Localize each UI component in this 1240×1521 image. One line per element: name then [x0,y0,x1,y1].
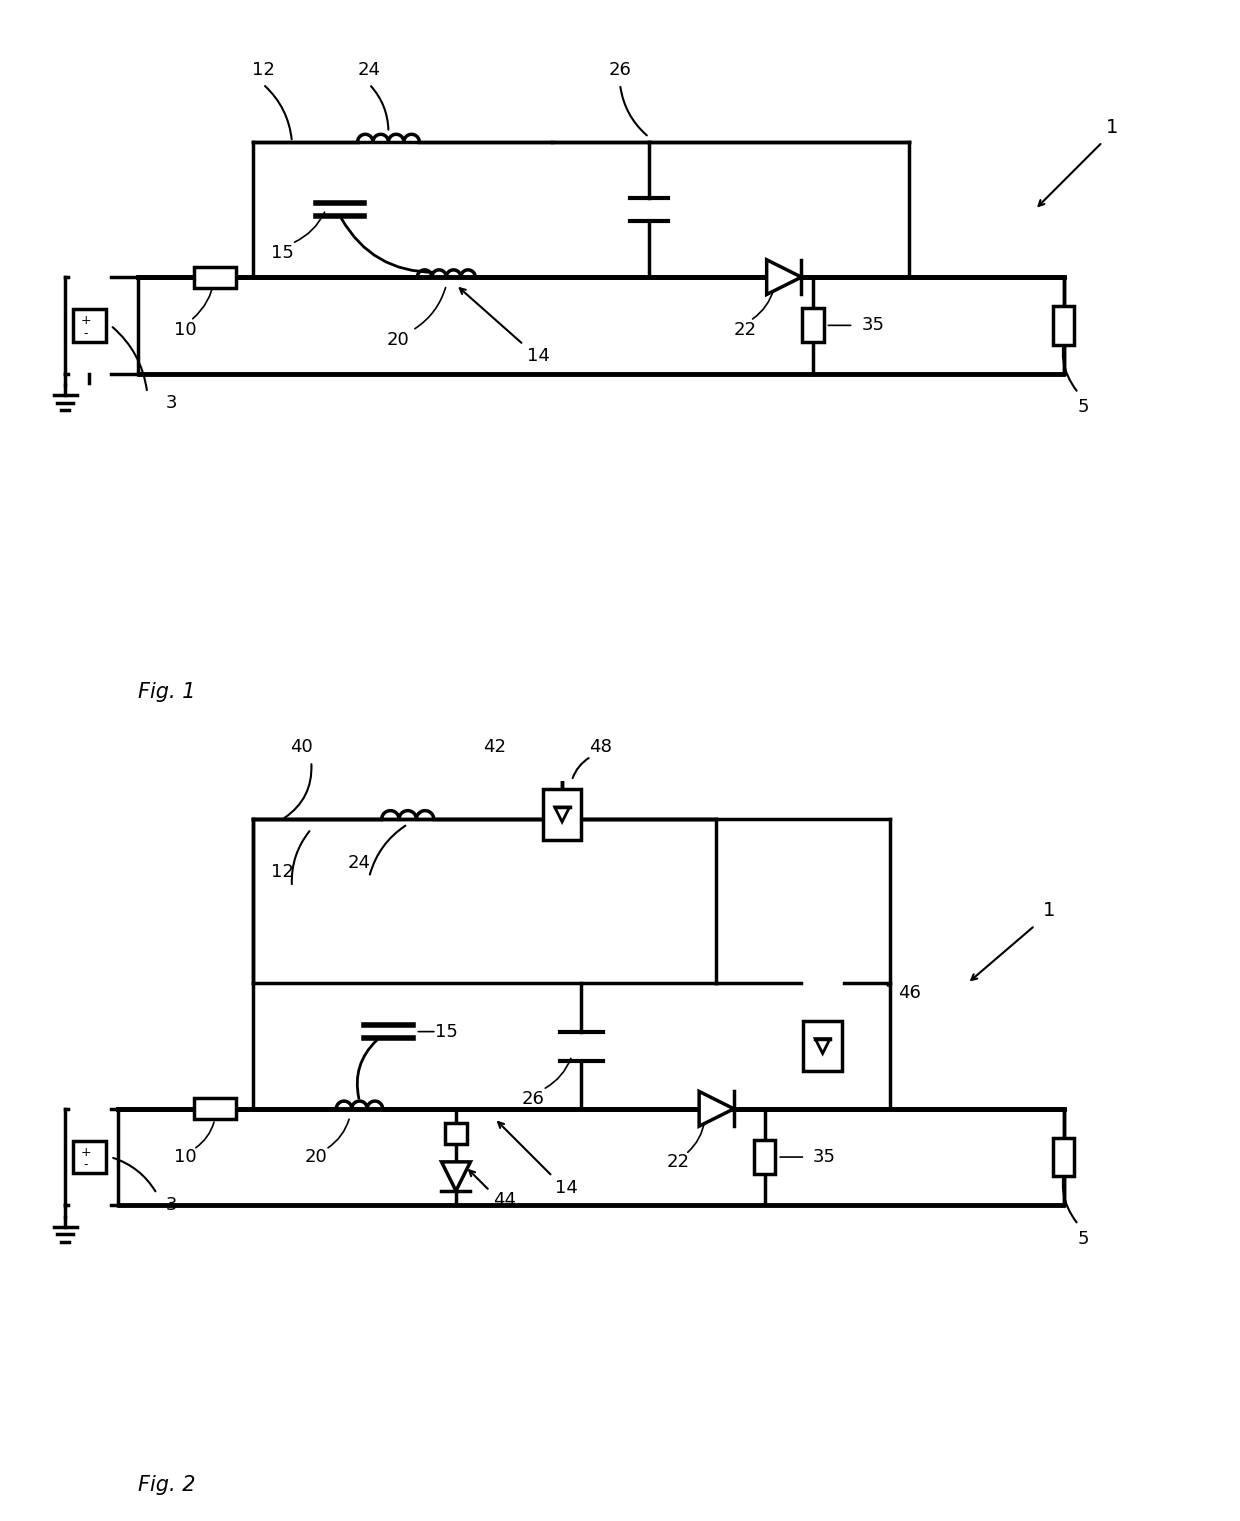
Text: 35: 35 [862,316,884,335]
Bar [802,309,823,342]
Text: -: - [83,1159,88,1171]
Text: 26: 26 [522,1091,544,1109]
Text: 44: 44 [492,1191,516,1209]
Text: 26: 26 [609,61,631,79]
Text: 15: 15 [435,1022,458,1040]
Text: 40: 40 [290,738,312,756]
Text: 35: 35 [813,1148,836,1167]
Text: 12: 12 [252,61,274,79]
Text: 1: 1 [1043,902,1055,920]
Text: 1: 1 [1106,119,1118,137]
Text: 42: 42 [484,738,506,756]
Text: 20: 20 [387,332,409,348]
Text: 24: 24 [348,853,371,872]
Text: 10: 10 [175,1148,197,1167]
Text: 24: 24 [357,61,381,79]
Polygon shape [441,1162,470,1191]
Polygon shape [699,1092,734,1126]
Text: 5: 5 [1078,1230,1089,1249]
Text: 14: 14 [556,1179,578,1197]
Bar [1053,306,1075,345]
Text: +: + [81,313,91,327]
Text: 22: 22 [734,321,756,339]
Text: 12: 12 [270,864,294,881]
Text: 5: 5 [1078,399,1089,417]
Text: 48: 48 [589,738,613,756]
Polygon shape [815,1039,830,1054]
Text: Fig. 2: Fig. 2 [138,1475,195,1495]
Bar [548,756,575,777]
Text: 15: 15 [270,243,294,262]
Text: +: + [81,1145,91,1159]
Bar [1053,1138,1075,1176]
Text: 3: 3 [166,1197,177,1214]
Text: 46: 46 [898,984,921,1002]
Bar [193,1098,236,1119]
Polygon shape [554,808,569,821]
Polygon shape [766,260,801,295]
Text: 22: 22 [666,1153,689,1171]
Bar [754,1141,775,1174]
Bar [193,266,236,287]
Text: Fig. 1: Fig. 1 [138,681,195,703]
Bar [804,1021,842,1071]
Text: -: - [83,327,88,339]
Bar [445,1124,466,1144]
Text: 20: 20 [305,1148,327,1167]
Bar [543,789,582,840]
Text: 10: 10 [175,321,197,339]
Text: 3: 3 [166,394,177,412]
Text: 14: 14 [527,347,549,365]
